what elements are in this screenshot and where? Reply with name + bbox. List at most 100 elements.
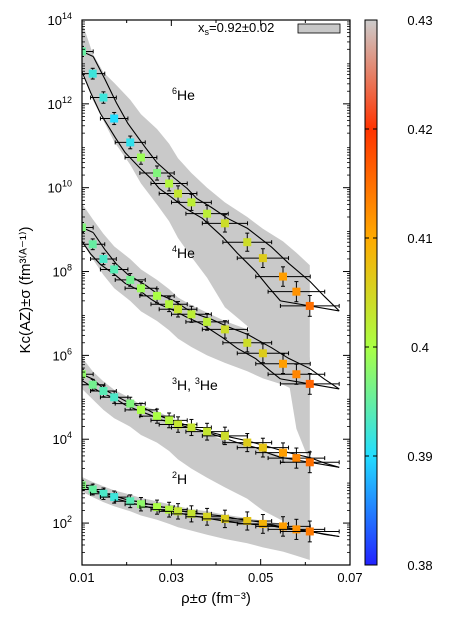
data-point: [88, 485, 97, 494]
species-mass-number: 3: [195, 376, 200, 386]
data-point: [258, 254, 267, 263]
data-point: [165, 505, 174, 514]
data-point: [305, 301, 314, 310]
data-point: [165, 179, 174, 188]
x-tick-label: 0.01: [69, 570, 94, 585]
data-point: [243, 238, 252, 247]
legend-value: =0.92±0.02: [209, 20, 274, 35]
data-point: [243, 438, 252, 447]
data-point: [203, 209, 212, 218]
species-mass-number: 6: [172, 86, 177, 96]
y-tick-label: 102: [53, 514, 72, 531]
data-point: [258, 349, 267, 358]
data-point: [82, 370, 86, 379]
y-tick-base: 10: [48, 97, 62, 112]
data-point: [220, 431, 229, 440]
colorbar: 0.43 0.42 0.41 0.4 0.39 0.38: [364, 13, 433, 573]
y-tick-label: 108: [53, 263, 72, 280]
data-point: [88, 240, 97, 249]
x-axis-ticks: 0.01 0.03 0.05 0.07: [69, 20, 363, 585]
species-symbol: H: [177, 471, 187, 487]
data-point: [187, 310, 196, 319]
data-point: [88, 380, 97, 389]
data-point: [136, 153, 145, 162]
data-point: [110, 493, 119, 502]
species-symbol: He: [177, 87, 195, 103]
y-tick-label: 104: [53, 430, 72, 447]
data-point: [292, 454, 301, 463]
data-point: [187, 509, 196, 518]
y-tick-exponent: 14: [62, 11, 72, 21]
data-point: [126, 275, 135, 284]
species-label: 4He: [172, 244, 195, 261]
y-tick-label: 1010: [48, 179, 72, 196]
data-point: [203, 427, 212, 436]
uncertainty-band-0: [82, 22, 310, 463]
y-tick-exponent: 12: [62, 95, 72, 105]
uncertainty-band-3: [82, 477, 310, 560]
data-point: [82, 47, 86, 56]
y-tick-exponent: 2: [67, 514, 72, 524]
data-point: [136, 284, 145, 293]
species-mass-number: 2: [172, 470, 177, 480]
data-point: [136, 500, 145, 509]
data-point: [279, 272, 287, 281]
data-point: [110, 393, 119, 402]
legend-swatch: [297, 23, 341, 34]
legend-subscript: s: [205, 27, 210, 37]
data-point: [99, 93, 108, 102]
x-tick-label: 0.05: [248, 570, 273, 585]
y-tick-base: 10: [53, 432, 67, 447]
uncertainty-bands: [82, 22, 310, 560]
x-axis-title: ρ±σ (fm⁻³): [181, 590, 251, 607]
y-tick-base: 10: [53, 265, 67, 280]
data-point: [305, 458, 314, 467]
colorbar-gradient: [364, 19, 378, 566]
data-point: [305, 527, 314, 536]
data-point: [203, 512, 212, 521]
species-symbol: H,: [177, 377, 195, 393]
colorbar-tick-label: 0.41: [407, 231, 432, 246]
y-tick-exponent: 4: [67, 430, 72, 440]
x-tick-label: 0.07: [337, 570, 362, 585]
species-symbol: He: [177, 245, 195, 261]
data-point: [126, 497, 135, 506]
y-tick-base: 10: [53, 348, 67, 363]
species-symbol: He: [200, 377, 218, 393]
envelope-start-1: [82, 226, 94, 234]
x-tick-label: 0.03: [159, 570, 184, 585]
envelope-lower-0: [92, 56, 340, 312]
colorbar-tick-label: 0.38: [407, 558, 432, 573]
y-tick-base: 10: [53, 516, 67, 531]
data-point: [187, 423, 196, 432]
colorbar-tick-label: 0.42: [407, 122, 432, 137]
colorbar-tick-label: 0.43: [407, 13, 432, 28]
data-point: [153, 412, 162, 421]
uncertainty-band-1: [82, 203, 310, 398]
colorbar-tick-label: 0.4: [411, 340, 429, 355]
envelope-upper-0: [82, 70, 281, 302]
y-tick-base: 10: [48, 13, 62, 28]
y-tick-base: 10: [48, 181, 62, 196]
data-point: [203, 317, 212, 326]
data-point: [88, 69, 97, 78]
data-point: [165, 416, 174, 425]
data-point: [279, 448, 287, 457]
species-mass-number: 4: [172, 244, 177, 254]
data-point: [174, 420, 183, 429]
data-point: [187, 198, 196, 207]
data-point: [292, 287, 301, 296]
data-point: [258, 519, 267, 528]
data-point: [258, 443, 267, 452]
data-point: [174, 189, 183, 198]
data-point: [99, 387, 108, 396]
data-point: [174, 507, 183, 516]
data-point: [279, 359, 287, 368]
species-label: 3H, 3He: [172, 376, 218, 393]
data-point: [99, 254, 108, 263]
data-point: [220, 219, 229, 228]
legend-symbol: x: [198, 20, 205, 35]
